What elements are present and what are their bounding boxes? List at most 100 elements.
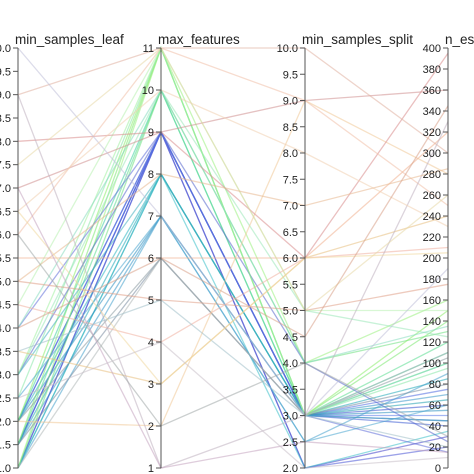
tick-label: 280: [423, 169, 441, 181]
data-line-42: [17, 94, 449, 469]
tick-label: 4.0: [283, 358, 298, 370]
tick-label: 1.5: [0, 440, 11, 452]
tick-label: 360: [423, 85, 441, 97]
data-line-43: [17, 89, 449, 228]
tick-label: 1.0: [0, 463, 11, 474]
data-line-38: [17, 52, 449, 259]
tick-label: 11: [143, 43, 154, 55]
data-line-30: [17, 256, 449, 469]
tick-label: 2: [148, 421, 154, 433]
data-line-32: [17, 280, 449, 312]
axes-layer: 1.0 1.5 2.0 2.5 3.0 3.5 4.0 4.5 5.0 5.5 6.0 6.5 7.0 7…: [0, 32, 474, 474]
tick-label: 100: [423, 358, 441, 370]
tick-label: 200: [423, 253, 441, 265]
axis-max-features: 1 2 3 4 5 6 7 8 9 10 11 max_features: [142, 32, 240, 474]
data-line-44: [17, 47, 449, 312]
data-line-27: [17, 214, 449, 443]
tick-label: 5.5: [283, 279, 298, 291]
tick-label: 320: [423, 127, 441, 139]
data-line-24: [17, 130, 449, 443]
tick-label: 40: [429, 421, 441, 433]
tick-label: 7.0: [0, 183, 11, 195]
data-line-29: [17, 88, 449, 364]
data-line-46: [17, 234, 449, 438]
tick-label: 60: [429, 400, 441, 412]
tick-label: 9.0: [0, 90, 11, 102]
axis-min-samples-leaf: 1.0 1.5 2.0 2.5 3.0 3.5 4.0 4.5 5.0 5.5 6.0 6.5 7.0 7…: [0, 32, 124, 474]
tick-label: 3.0: [283, 411, 298, 423]
tick-label: 4.5: [283, 332, 298, 344]
tick-label: 120: [423, 337, 441, 349]
data-line-50: [17, 187, 449, 469]
tick-label: 9.5: [0, 66, 11, 78]
tick-label: 8.5: [283, 122, 298, 134]
tick-label: 3: [148, 379, 154, 391]
data-line-47: [17, 299, 449, 448]
tick-label: 240: [423, 211, 441, 223]
tick-label: 400: [423, 43, 441, 55]
tick-label: 10.0: [0, 43, 11, 55]
tick-label: 2.5: [283, 437, 298, 449]
tick-label: 4.0: [0, 323, 11, 335]
tick-label: 3.5: [283, 384, 298, 396]
axis-title: max_features: [158, 32, 240, 47]
tick-label: 7.0: [283, 201, 298, 213]
tick-label: 260: [423, 190, 441, 202]
tick-label: 1: [148, 463, 154, 474]
tick-label: 6.0: [0, 230, 11, 242]
data-line-37: [17, 89, 449, 189]
tick-label: 300: [423, 148, 441, 160]
polylines-layer: [17, 46, 449, 469]
data-line-45: [17, 168, 449, 282]
tick-label: 6: [148, 253, 154, 265]
tick-label: 2.5: [0, 393, 11, 405]
tick-label: 8.0: [0, 136, 11, 148]
axis-n-estimators: 0 20 40 60 80 100 120 140 160 180 200 220 240 260 280 3…: [423, 32, 474, 474]
data-line-21: [17, 88, 449, 375]
tick-label: 180: [423, 274, 441, 286]
axis-min-samples-split: 2.0 2.5 3.0 3.5 4.0 4.5 5.0 5.5 6.0 6.5 7.0 7.5 8.0 8…: [277, 32, 414, 474]
data-line-36: [18, 131, 449, 259]
tick-label: 2.0: [0, 416, 11, 428]
tick-label: 6.5: [0, 206, 11, 218]
tick-label: 5.5: [0, 253, 11, 265]
tick-label: 8.5: [0, 113, 11, 125]
tick-label: 9: [148, 127, 154, 139]
tick-label: 9.5: [283, 69, 298, 81]
tick-label: 5: [148, 295, 154, 307]
tick-label: 7.5: [0, 160, 11, 172]
data-line-28: [17, 46, 449, 417]
tick-label: 4: [148, 337, 154, 349]
data-line-39: [17, 47, 449, 154]
tick-label: 10: [142, 85, 154, 97]
tick-label: 340: [423, 106, 441, 118]
axis-title: min_samples_split: [302, 32, 413, 47]
tick-label: 7.5: [283, 174, 298, 186]
tick-label: 380: [423, 64, 441, 76]
tick-label: 4.5: [0, 300, 11, 312]
tick-label: 8: [148, 169, 154, 181]
axis-title: min_samples_leaf: [15, 32, 124, 47]
data-line-41: [17, 47, 449, 417]
tick-label: 6.5: [283, 227, 298, 239]
tick-label: 3.5: [0, 346, 11, 358]
data-line-26: [17, 172, 449, 422]
data-line-15: [17, 88, 449, 445]
tick-label: 220: [423, 232, 441, 244]
tick-label: 140: [423, 316, 441, 328]
data-line-49: [17, 105, 449, 338]
axis-title: n_estimators: [445, 32, 474, 47]
tick-label: 9.0: [283, 96, 298, 108]
tick-label: 10.0: [277, 43, 298, 55]
tick-label: 20: [429, 442, 441, 454]
data-line-22: [17, 257, 449, 422]
data-line-35: [17, 99, 449, 427]
data-line-40: [17, 47, 449, 236]
tick-label: 0: [435, 463, 441, 474]
data-line-51: [17, 341, 449, 469]
data-line-25: [17, 130, 449, 453]
tick-label: 7: [148, 211, 154, 223]
tick-label: 3.0: [0, 370, 11, 382]
tick-label: 5.0: [283, 306, 298, 318]
